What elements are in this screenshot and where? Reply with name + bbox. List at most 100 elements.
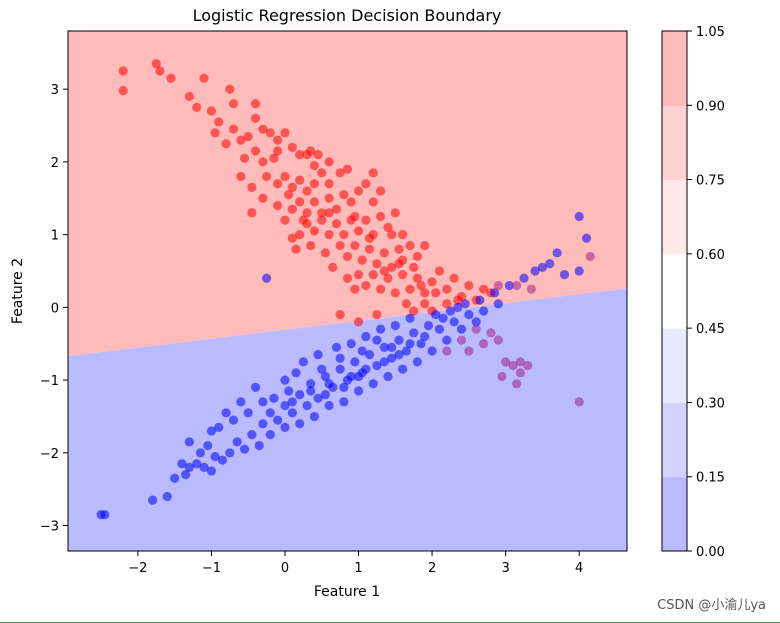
scatter-point-series-0	[250, 99, 261, 109]
colorbar-tick-label: 0.30	[696, 396, 725, 411]
scatter-point-series-2	[585, 251, 595, 262]
scatter-point-series-0	[228, 124, 239, 134]
scatter-point-series-0	[449, 273, 459, 283]
scatter-point-series-1	[324, 400, 334, 411]
scatter-point-series-1	[464, 310, 474, 320]
scatter-point-series-0	[258, 124, 268, 134]
scatter-point-series-0	[261, 171, 272, 182]
scatter-point-series-0	[280, 128, 290, 138]
scatter-point-series-1	[287, 408, 297, 418]
scatter-point-series-0	[166, 73, 176, 83]
scatter-point-series-0	[412, 251, 422, 262]
scatter-point-series-1	[250, 382, 261, 392]
colorbar-band	[662, 476, 687, 552]
scatter-point-series-0	[335, 168, 345, 178]
x-tick-label: 4	[575, 561, 583, 576]
scatter-point-series-1	[387, 342, 397, 352]
y-axis-ticks: −3 −2 −1 0 1 2 3	[40, 83, 68, 535]
scatter-point-series-0	[401, 299, 411, 309]
scatter-point-series-0	[236, 135, 246, 145]
scatter-point-series-0	[265, 128, 275, 138]
scatter-point-series-0	[228, 99, 239, 109]
scatter-point-series-0	[346, 197, 356, 207]
scatter-point-series-1	[519, 273, 529, 283]
scatter-point-series-0	[287, 204, 297, 214]
scatter-point-series-0	[342, 164, 353, 174]
scatter-point-series-0	[372, 310, 382, 320]
scatter-point-series-1	[350, 357, 360, 367]
scatter-point-series-1	[438, 313, 448, 323]
scatter-point-series-0	[155, 66, 165, 76]
scatter-point-series-0	[342, 251, 353, 262]
scatter-point-series-1	[420, 331, 430, 342]
scatter-point-series-0	[431, 288, 441, 298]
scatter-point-series-1	[357, 346, 367, 356]
scatter-point-series-2	[456, 335, 467, 345]
colorbar-band	[662, 31, 687, 106]
scatter-point-series-0	[405, 284, 415, 294]
scatter-point-series-0	[350, 211, 360, 222]
scatter-point-series-1	[335, 353, 345, 363]
scatter-point-series-1	[390, 320, 400, 331]
scatter-point-series-0	[295, 230, 305, 240]
scatter-point-series-0	[273, 179, 283, 189]
scatter-point-series-0	[295, 150, 305, 160]
scatter-point-series-2	[501, 357, 511, 367]
scatter-point-series-0	[258, 157, 268, 167]
scatter-point-series-1	[383, 371, 393, 382]
scatter-point-series-0	[375, 211, 386, 222]
scatter-point-series-1	[442, 335, 452, 345]
scatter-point-series-0	[416, 280, 426, 291]
scatter-point-series-1	[453, 302, 463, 312]
scatter-point-series-2	[442, 346, 452, 356]
scatter-point-series-1	[335, 364, 345, 374]
scatter-point-series-0	[184, 91, 194, 102]
scatter-point-series-0	[353, 317, 364, 327]
scatter-point-series-0	[287, 142, 297, 152]
scatter-point-series-0	[324, 193, 334, 203]
scatter-point-series-0	[306, 146, 316, 156]
scatter-point-series-0	[313, 150, 323, 160]
chart-title: Logistic Regression Decision Boundary	[193, 6, 502, 25]
scatter-point-series-0	[287, 182, 297, 192]
scatter-point-series-0	[210, 128, 220, 138]
scatter-point-series-1	[375, 324, 386, 334]
scatter-point-series-0	[250, 113, 261, 123]
colorbar-tick-label: 0.75	[696, 174, 725, 189]
x-axis-label: Feature 1	[314, 584, 380, 600]
scatter-point-series-1	[405, 313, 415, 323]
colorbar-band	[662, 253, 687, 329]
scatter-point-series-1	[195, 448, 205, 458]
scatter-point-series-1	[265, 430, 275, 440]
colorbar-tick-label: 0.00	[696, 545, 725, 560]
y-tick-label: 0	[51, 301, 59, 316]
scatter-point-series-1	[320, 371, 331, 382]
scatter-point-series-1	[504, 280, 514, 291]
scatter-point-series-0	[258, 193, 268, 203]
scatter-point-series-0	[280, 171, 290, 182]
colorbar-bands	[662, 31, 687, 552]
scatter-point-series-1	[217, 455, 228, 465]
scatter-point-series-1	[493, 299, 503, 309]
scatter-point-series-0	[269, 153, 279, 163]
scatter-point-series-1	[478, 306, 489, 316]
scatter-point-series-0	[368, 197, 378, 207]
scatter-point-series-0	[309, 179, 320, 189]
scatter-point-series-1	[177, 459, 187, 469]
scatter-point-series-0	[368, 270, 378, 280]
scatter-point-series-1	[394, 350, 404, 360]
scatter-point-series-0	[387, 230, 397, 240]
scatter-point-series-1	[559, 270, 570, 280]
scatter-point-series-2	[512, 280, 522, 291]
scatter-point-series-0	[394, 244, 404, 254]
scatter-point-series-1	[530, 266, 540, 276]
scatter-point-series-0	[250, 146, 261, 156]
scatter-point-series-1	[409, 328, 419, 338]
scatter-point-series-0	[302, 208, 312, 218]
scatter-point-series-2	[515, 357, 525, 367]
scatter-point-series-1	[379, 357, 389, 367]
scatter-point-series-0	[273, 200, 283, 211]
scatter-point-series-0	[243, 131, 253, 142]
scatter-point-series-0	[342, 273, 353, 283]
x-tick-label: −2	[128, 561, 147, 576]
